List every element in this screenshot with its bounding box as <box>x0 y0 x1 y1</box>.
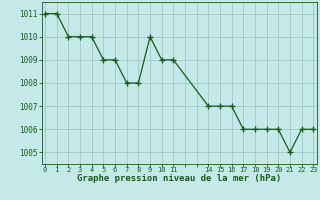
X-axis label: Graphe pression niveau de la mer (hPa): Graphe pression niveau de la mer (hPa) <box>77 174 281 183</box>
